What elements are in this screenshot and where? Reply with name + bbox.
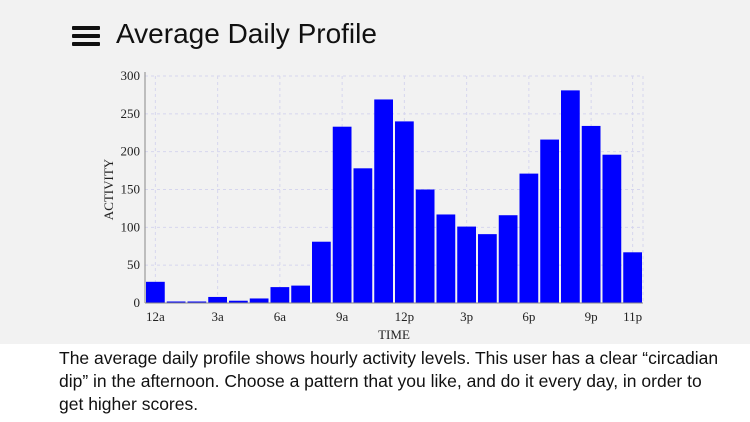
x-tick-label: 6p bbox=[522, 309, 535, 324]
page-title: Average Daily Profile bbox=[116, 18, 377, 49]
chart-panel: Average Daily Profile 0 50 100 150 200 250 300… bbox=[0, 0, 750, 344]
bar-2p bbox=[436, 214, 456, 303]
y-axis-title: ACTIVITY bbox=[101, 158, 116, 220]
x-tick-label: 12p bbox=[395, 309, 415, 324]
grid bbox=[145, 75, 644, 303]
bars bbox=[146, 90, 642, 304]
bar-5p bbox=[498, 215, 518, 303]
bar-3p bbox=[457, 226, 476, 303]
x-tick-label: 6a bbox=[274, 309, 287, 324]
y-tick-label: 200 bbox=[121, 144, 141, 159]
axes bbox=[144, 72, 643, 304]
bar-5a bbox=[249, 298, 269, 303]
bar-1p bbox=[415, 189, 435, 303]
bar-6p bbox=[519, 173, 539, 303]
x-tick-label: 3p bbox=[460, 309, 473, 324]
tick-labels: 0 50 100 150 200 250 300 12a 3a 6a 9a 12p 3p 6p 9p 11p bbox=[121, 68, 643, 324]
x-tick-label: 11p bbox=[623, 309, 642, 324]
bar-11p bbox=[623, 252, 642, 303]
bar-9p bbox=[581, 125, 601, 303]
y-tick-label: 0 bbox=[134, 295, 141, 310]
bar-4p bbox=[478, 234, 497, 303]
bar-8p bbox=[561, 90, 580, 303]
x-tick-label: 12a bbox=[146, 309, 165, 324]
bar-12p bbox=[395, 121, 414, 304]
y-tick-label: 250 bbox=[121, 106, 141, 121]
bar-11a bbox=[374, 99, 393, 303]
bar-9a bbox=[332, 126, 352, 304]
bar-7p bbox=[540, 139, 559, 303]
y-tick-label: 50 bbox=[127, 257, 140, 272]
y-tick-label: 100 bbox=[121, 219, 141, 234]
bar-12a bbox=[146, 281, 165, 303]
x-axis-title: TIME bbox=[378, 327, 410, 342]
hamburger-menu-icon[interactable] bbox=[72, 24, 102, 48]
bar-1a bbox=[166, 301, 186, 303]
bar-4a bbox=[229, 300, 248, 303]
bar-2a bbox=[187, 301, 207, 303]
bar-10p bbox=[602, 154, 622, 303]
y-tick-label: 300 bbox=[121, 68, 141, 83]
bar-8a bbox=[312, 241, 331, 303]
x-tick-label: 3a bbox=[211, 309, 224, 324]
bar-6a bbox=[270, 287, 290, 303]
x-tick-label: 9p bbox=[585, 309, 598, 324]
x-tick-label: 9a bbox=[336, 309, 349, 324]
description-text: The average daily profile shows hourly a… bbox=[59, 348, 719, 414]
y-tick-label: 150 bbox=[121, 182, 141, 197]
bar-7a bbox=[291, 285, 310, 303]
bar-3a bbox=[208, 296, 227, 303]
bar-10a bbox=[353, 168, 373, 303]
